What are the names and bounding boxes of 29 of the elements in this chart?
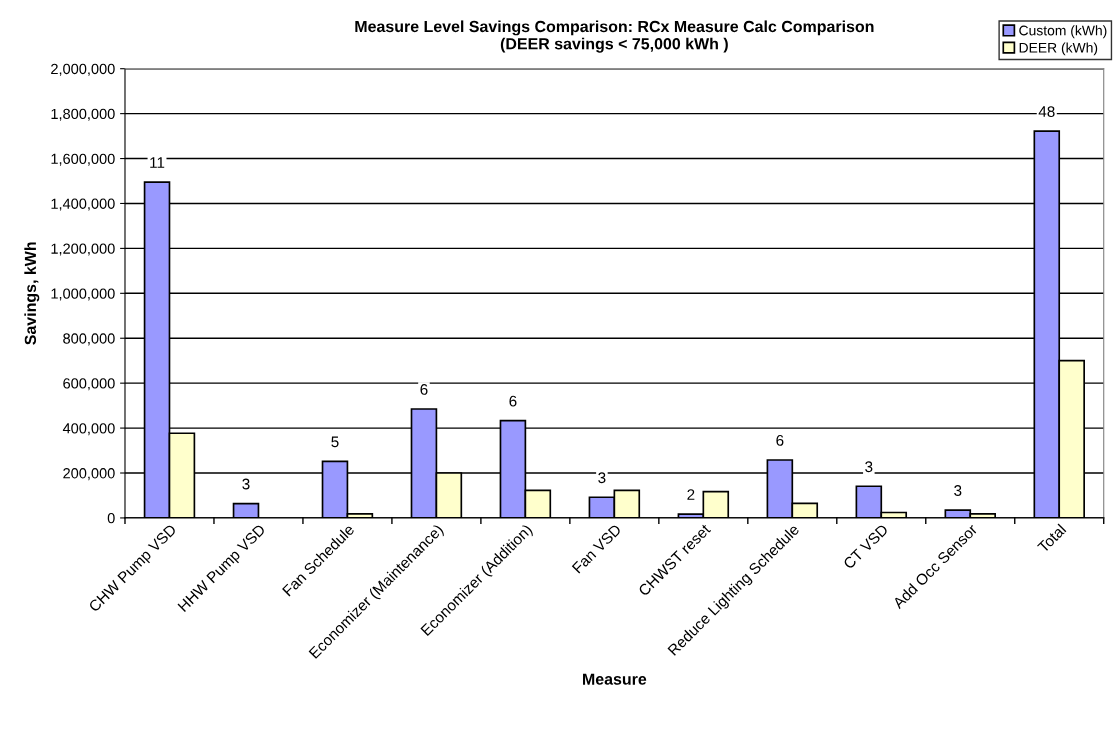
legend-label: DEER (kWh) <box>1019 42 1098 56</box>
y-tick-label: 400,000 <box>62 423 115 436</box>
y-tick-label: 1,600,000 <box>51 153 115 166</box>
y-axis-title: Savings, kWh <box>24 242 40 345</box>
annotation: 11 <box>150 157 165 168</box>
y-tick-label: 1,000,000 <box>51 288 115 301</box>
annotation: 3 <box>598 472 606 484</box>
annotation: 6 <box>420 384 428 395</box>
x-tick-label: Fan VSD <box>571 523 622 574</box>
y-tick-label: 1,200,000 <box>51 243 115 256</box>
x-tick-label: CT VSD <box>842 523 889 570</box>
y-tick-label: 200,000 <box>63 468 115 481</box>
annotation: 3 <box>242 478 250 490</box>
y-tick-label: 600,000 <box>63 378 115 391</box>
y-tick-label: 2,000,000 <box>51 63 115 76</box>
annotation: 6 <box>776 435 784 446</box>
chart-title: Measure Level Savings Comparison: RCx Measure Calc Comparison (DEER savings < 75,000 kWh ) <box>355 20 874 53</box>
annotation: 48 <box>1038 106 1055 118</box>
y-tick-label: 800,000 <box>63 333 115 346</box>
annotation: 3 <box>954 485 962 496</box>
x-axis-title: Measure <box>583 673 647 685</box>
annotation: 3 <box>865 461 873 473</box>
annotation: 2 <box>687 489 695 500</box>
annotation: 6 <box>509 395 517 407</box>
y-tick-label: 0 <box>107 513 115 524</box>
y-tick-label: 1,800,000 <box>51 108 115 121</box>
annotation: 5 <box>331 436 339 448</box>
legend-label: Custom (kWh) <box>1019 25 1107 39</box>
y-tick-label: 1,400,000 <box>51 198 115 211</box>
